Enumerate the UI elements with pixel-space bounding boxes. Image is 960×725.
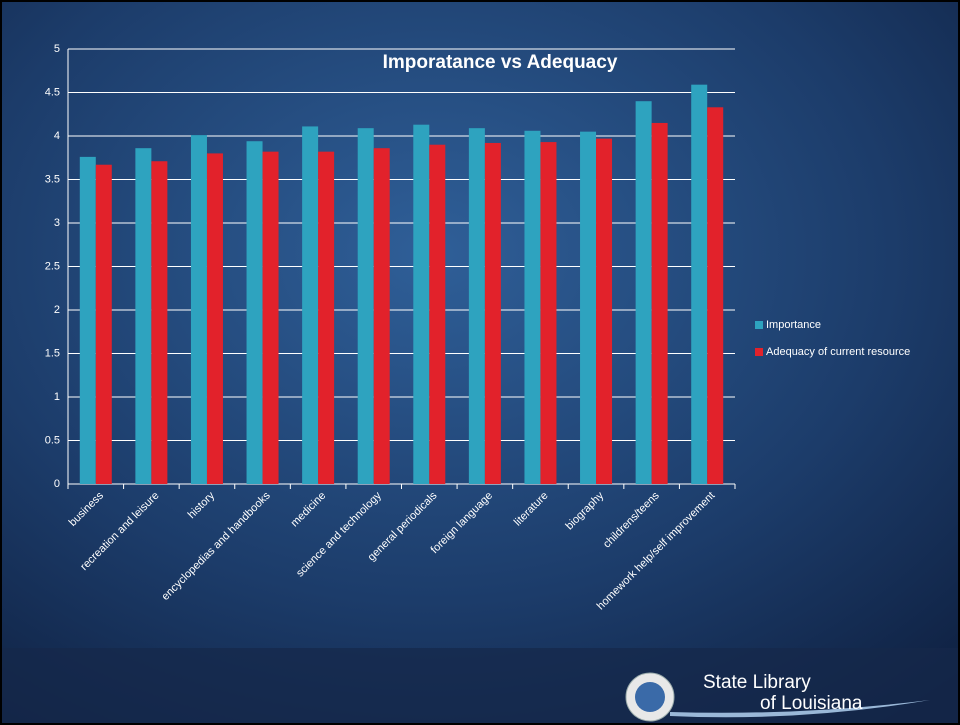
bar xyxy=(151,161,168,485)
bar xyxy=(190,135,207,484)
y-tick-label: 3.5 xyxy=(45,173,60,185)
footer-line2: of Louisiana xyxy=(760,693,863,714)
y-tick-label: 0 xyxy=(54,478,60,490)
bar xyxy=(484,142,501,484)
bar xyxy=(524,130,541,484)
y-tick-label: 4 xyxy=(54,130,60,142)
bar xyxy=(413,124,430,484)
y-tick-label: 5 xyxy=(54,43,60,55)
bar xyxy=(373,148,390,484)
y-tick-label: 0.5 xyxy=(45,434,60,446)
bar xyxy=(357,128,374,485)
y-tick-label: 2 xyxy=(54,304,60,316)
bar xyxy=(135,148,152,484)
bar xyxy=(79,156,96,484)
y-tick-label: 3 xyxy=(54,217,60,229)
legend-swatch xyxy=(755,348,763,356)
chart-title: Imporatance vs Adequacy xyxy=(383,52,618,73)
bar xyxy=(429,144,446,484)
bar xyxy=(318,151,335,484)
bar xyxy=(540,142,557,484)
bar xyxy=(691,84,708,485)
bar xyxy=(596,138,613,485)
swoosh xyxy=(670,700,930,718)
legend-label: Importance xyxy=(766,319,821,331)
bar xyxy=(246,141,263,484)
bar xyxy=(580,131,597,484)
footer-line1: State Library xyxy=(703,672,811,693)
bar xyxy=(635,101,652,484)
bar xyxy=(468,128,485,485)
y-tick-label: 1.5 xyxy=(45,347,60,359)
bar xyxy=(707,107,724,484)
legend-swatch xyxy=(755,321,763,329)
bar xyxy=(651,122,668,484)
seal-inner xyxy=(635,682,665,712)
bar xyxy=(262,151,279,484)
legend-label: Adequacy of current resource xyxy=(766,346,910,358)
bar xyxy=(95,164,112,484)
bar xyxy=(302,126,319,485)
bar xyxy=(206,153,223,484)
y-tick-label: 4.5 xyxy=(45,86,60,98)
y-tick-label: 2.5 xyxy=(45,260,60,272)
y-tick-label: 1 xyxy=(54,391,60,403)
